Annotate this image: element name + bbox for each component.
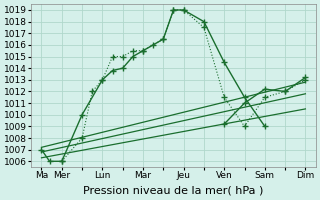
X-axis label: Pression niveau de la mer( hPa ): Pression niveau de la mer( hPa ): [83, 186, 264, 196]
